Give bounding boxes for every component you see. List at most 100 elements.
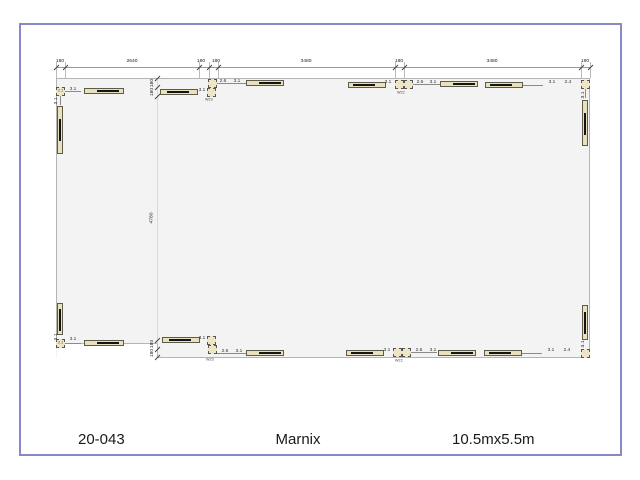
wall-beam-horizontal [246, 80, 284, 86]
post-sub-label: W22 [395, 358, 403, 363]
beam-code-mark [97, 90, 119, 92]
floor-plan [56, 78, 590, 358]
wall-post [208, 345, 217, 354]
post-label: 2.6 [221, 348, 229, 354]
dim-label-left-2: 4780 [149, 212, 155, 224]
beam-label: 3.1 [198, 335, 206, 341]
wall-post [395, 80, 404, 89]
plan-left-wall-line [56, 78, 57, 344]
plan-bottom-wall-line [157, 357, 590, 358]
wall-beam-horizontal [438, 350, 476, 356]
wall-post [404, 80, 413, 89]
beam-code-mark [351, 352, 373, 354]
beam-label: 3.1 [429, 79, 437, 85]
dim-ext-line [209, 62, 210, 78]
wall-beam-horizontal [348, 82, 386, 88]
beam-code-mark [453, 83, 475, 85]
wall-beam-horizontal [485, 82, 523, 88]
leader-line [413, 84, 440, 85]
beam-label: 3.1 [69, 86, 77, 92]
wall-post [393, 348, 402, 357]
wall-beam-horizontal [84, 88, 124, 94]
beam-label: 3.1 [69, 336, 77, 342]
beam-code-mark [353, 84, 375, 86]
beam-code-mark [259, 82, 281, 84]
dim-label-left-4: 180 [149, 348, 155, 358]
beam-code-mark [259, 352, 281, 354]
dim-ext-line [581, 62, 582, 78]
beam-label: 3.1 [198, 87, 206, 93]
dim-ext-line [199, 62, 200, 78]
beam-label: 3.1 [235, 348, 243, 354]
title-project-number: 20-043 [78, 431, 125, 448]
leader-line [411, 352, 437, 353]
wall-post [208, 79, 217, 88]
dim-ext-line [395, 62, 396, 78]
title-building-size: 10.5mx5.5m [452, 431, 535, 448]
leader-line [65, 343, 81, 344]
leader-line [65, 91, 81, 92]
post-label: 2.6 [415, 347, 423, 353]
post-sub-label: W22 [397, 90, 405, 95]
dim-ext-line [404, 62, 405, 78]
post-label: 2.6 [219, 78, 227, 84]
leader-line [585, 89, 586, 98]
beam-code-mark [59, 309, 61, 331]
corner-post [581, 80, 590, 89]
wall-post [402, 348, 411, 357]
leader-line [217, 353, 246, 354]
beam-code-mark [451, 352, 473, 354]
beam-label-vertical: 3.1 [580, 340, 586, 348]
title-project-name: Marnix [275, 431, 321, 448]
dim-line-top [56, 67, 590, 68]
beam-label: 3.1 [233, 78, 241, 84]
post-sub-label: 2.1 [58, 88, 64, 93]
dim-ext-line [65, 62, 66, 78]
wall-beam-vertical [582, 100, 588, 146]
dim-label-left-1: 180 [149, 87, 155, 97]
dim-label-top-7: 180 [580, 58, 590, 64]
post-sub-label: W23 [205, 97, 213, 102]
wall-post [207, 336, 216, 345]
dim-label-top-6: 3480 [486, 58, 498, 64]
post-label: 2.6 [416, 79, 424, 85]
dim-label-top-3: 180 [211, 58, 221, 64]
leader-line [60, 96, 61, 105]
leader-line [217, 83, 246, 84]
corner-post [56, 87, 65, 96]
wall-beam-horizontal [84, 340, 124, 346]
wall-beam-vertical [57, 303, 63, 335]
post-sub-label: W23 [206, 357, 214, 362]
beam-code-mark [584, 113, 586, 135]
beam-code-mark [490, 84, 512, 86]
post-label: 2.4 [563, 347, 571, 353]
wall-beam-vertical [57, 106, 63, 154]
plan-step-line [157, 343, 158, 358]
corner-post [56, 339, 65, 348]
beam-code-mark [169, 339, 191, 341]
wall-beam-vertical [582, 305, 588, 340]
wall-beam-horizontal [440, 81, 478, 87]
wall-beam-horizontal [160, 89, 198, 95]
beam-code-mark [167, 91, 189, 93]
post-sub-label: 2.1 [58, 340, 64, 345]
plan-step-mask [57, 344, 157, 358]
wall-post [207, 88, 216, 97]
beam-label: 3.1 [548, 79, 556, 85]
beam-code-mark [97, 342, 119, 344]
dim-label-top-5: 180 [394, 58, 404, 64]
beam-code-mark [59, 119, 61, 141]
beam-label: 3.1 [384, 79, 392, 85]
leader-line [523, 85, 543, 86]
corner-post [581, 349, 590, 358]
dim-ext-line [218, 62, 219, 78]
dim-label-top-0: 180 [55, 58, 65, 64]
dim-label-top-2: 180 [196, 58, 206, 64]
beam-label: 3.1 [547, 347, 555, 353]
wall-beam-horizontal [346, 350, 384, 356]
dim-ext-line [56, 62, 57, 78]
beam-code-mark [584, 312, 586, 334]
leader-line [522, 353, 542, 354]
dim-ext-line [590, 62, 591, 78]
